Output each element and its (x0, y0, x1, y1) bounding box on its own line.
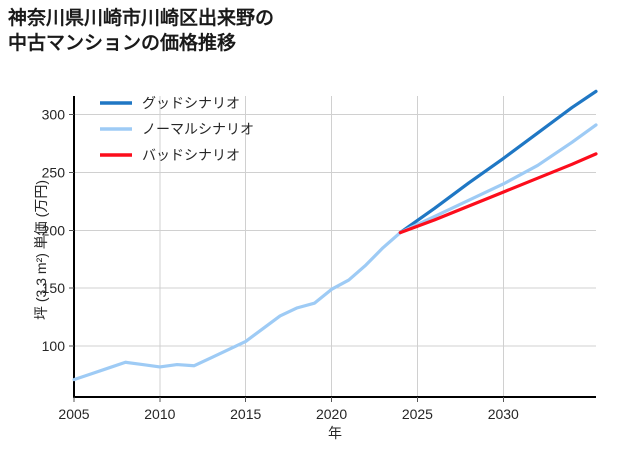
y-tick-label: 250 (42, 164, 66, 180)
x-tick-label: 2010 (144, 406, 175, 422)
x-axis-ticks: 2005 2010 2015 2020 2025 2030 (58, 397, 519, 422)
x-tick-label: 2015 (230, 406, 261, 422)
y-tick-label: 300 (42, 107, 66, 123)
y-tick-label: 150 (42, 280, 66, 296)
gridlines (73, 96, 596, 397)
chart-title: 神奈川県川崎市川崎区出来野の 中古マンションの価格推移 (8, 6, 608, 56)
x-tick-label: 2025 (402, 406, 433, 422)
chart-title-line-1: 神奈川県川崎市川崎区出来野の (8, 8, 275, 29)
x-axis-title: 年 (328, 425, 342, 441)
plot-axes (73, 96, 596, 398)
x-tick-label: 2005 (58, 406, 89, 422)
chart-title-line-2: 中古マンションの価格推移 (8, 33, 237, 55)
legend-label-0: グッドシナリオ (142, 95, 240, 111)
y-axis-ticks: 100 150 200 250 300 (42, 107, 74, 354)
y-axis-title: 坪 (3.3 m²) 単価 (万円) (33, 180, 49, 320)
series-line-グッドシナリオ (398, 89, 598, 235)
series-line-バッドシナリオ (398, 152, 598, 235)
x-tick-label: 2030 (488, 406, 519, 422)
legend-label-2: バッドシナリオ (142, 147, 240, 163)
data-series-group (72, 89, 598, 382)
x-tick-label: 2020 (316, 406, 347, 422)
y-tick-label: 100 (42, 338, 66, 354)
series-line-ノーマルシナリオ (72, 123, 598, 382)
legend-label-1: ノーマルシナリオ (142, 121, 254, 137)
y-tick-label: 200 (42, 222, 66, 238)
